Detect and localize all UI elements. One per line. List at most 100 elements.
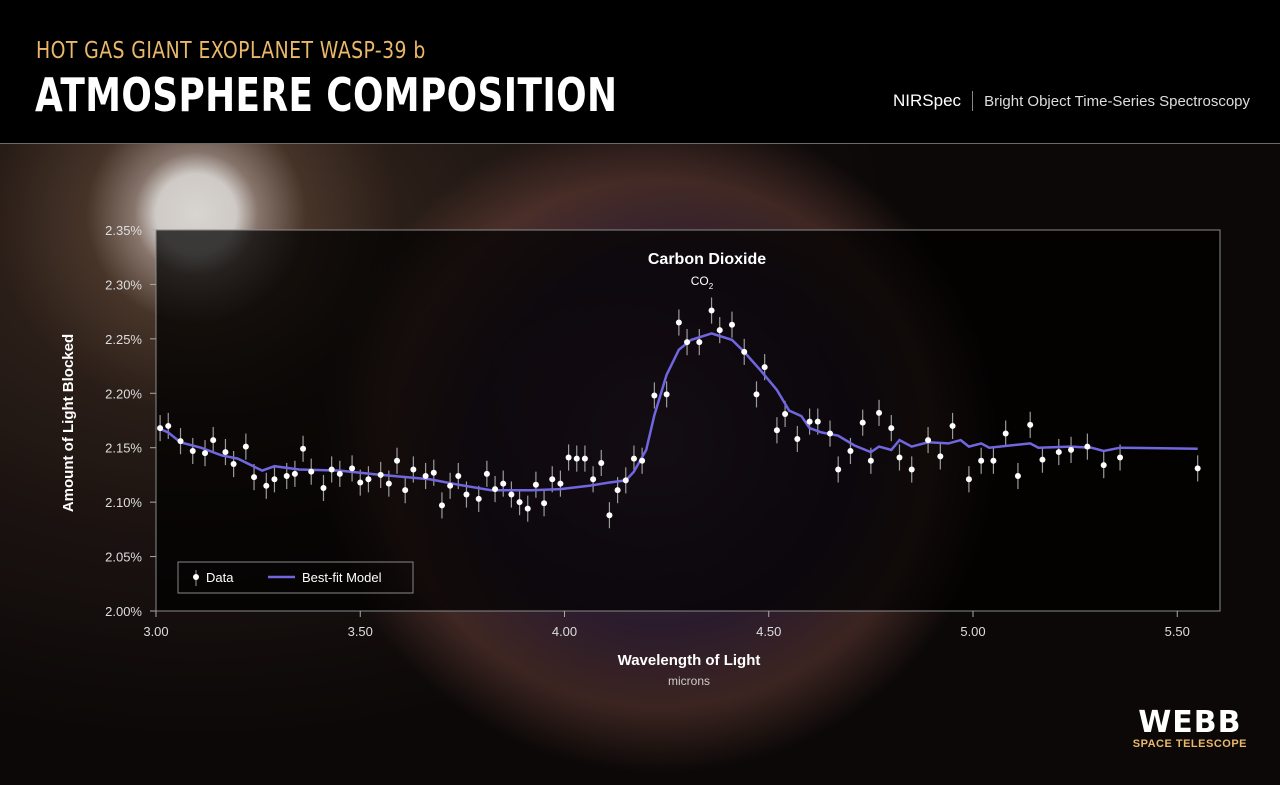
plot-area (155, 229, 1221, 612)
data-point (438, 502, 445, 509)
data-point (925, 437, 932, 444)
data-point (508, 491, 515, 498)
data-point (177, 438, 184, 445)
data-point (598, 459, 605, 466)
x-axis-unit: microns (668, 674, 710, 688)
subtitle: HOT GAS GIANT EXOPLANET WASP-39 b (36, 38, 426, 64)
data-point (336, 470, 343, 477)
data-point (422, 473, 429, 480)
data-point (230, 461, 237, 468)
data-point (394, 457, 401, 464)
data-point (896, 454, 903, 461)
legend-box (177, 561, 414, 594)
legend: Data Best-fit Model (177, 561, 414, 594)
data-point (447, 482, 454, 489)
divider (972, 91, 974, 111)
data-point (202, 450, 209, 457)
y-tick-label: 2.20% (105, 386, 142, 401)
data-point (888, 425, 895, 432)
data-point (965, 476, 972, 483)
data-point (328, 466, 335, 473)
data-point (516, 499, 523, 506)
legend-data-label: Data (206, 570, 234, 585)
data-point (1194, 465, 1201, 472)
data-point (524, 505, 531, 512)
data-point (663, 391, 670, 398)
x-tick-label: 3.50 (348, 624, 373, 639)
data-point (242, 443, 249, 450)
data-point (1100, 462, 1107, 469)
data-point (475, 495, 482, 502)
data-point (532, 481, 539, 488)
data-point (500, 480, 507, 487)
data-point (949, 422, 956, 429)
x-tick-label: 5.00 (960, 624, 985, 639)
data-point (581, 455, 588, 462)
data-point (492, 486, 499, 493)
data-point (210, 437, 217, 444)
legend-data-marker (193, 574, 199, 580)
data-point (876, 409, 883, 416)
data-point (590, 476, 597, 483)
data-point (1002, 430, 1009, 437)
data-point (716, 327, 723, 334)
data-point (349, 465, 356, 472)
annotation-title: Carbon Dioxide (648, 251, 766, 268)
data-point (541, 500, 548, 507)
data-point (684, 339, 691, 346)
x-axis-label: Wavelength of Light (618, 652, 761, 669)
y-tick-label: 2.35% (105, 223, 142, 238)
data-point (365, 476, 372, 483)
data-point (1039, 456, 1046, 463)
data-point (847, 447, 854, 454)
x-tick-label: 3.00 (143, 624, 168, 639)
data-point (165, 422, 172, 429)
data-point (867, 457, 874, 464)
data-point (271, 476, 278, 483)
header: HOT GAS GIANT EXOPLANET WASP-39 b ATMOSP… (0, 0, 1280, 144)
data-point (1055, 449, 1062, 456)
data-point (430, 469, 437, 476)
y-tick-label: 2.30% (105, 277, 142, 292)
x-tick-label: 5.50 (1165, 624, 1190, 639)
data-point (908, 466, 915, 473)
data-point (189, 447, 196, 454)
data-point (651, 392, 658, 399)
data-point (782, 410, 789, 417)
data-point (377, 471, 384, 478)
data-point (708, 307, 715, 314)
data-point (483, 470, 490, 477)
data-point (806, 418, 813, 425)
data-point (1117, 454, 1124, 461)
data-point (402, 487, 409, 494)
data-point (251, 474, 258, 481)
data-point (773, 427, 780, 434)
data-point (827, 430, 834, 437)
data-point (385, 480, 392, 487)
data-point (283, 473, 290, 480)
legend-model-label: Best-fit Model (302, 570, 382, 585)
data-point (557, 480, 564, 487)
data-point (630, 455, 637, 462)
data-point (614, 487, 621, 494)
data-point (300, 445, 307, 452)
webb-logo: WEBB SPACE TELESCOPE (1133, 708, 1247, 751)
data-point (291, 470, 298, 477)
data-point (157, 425, 164, 432)
data-point (1014, 473, 1021, 480)
data-point (978, 457, 985, 464)
data-point (741, 348, 748, 355)
page-title: ATMOSPHERE COMPOSITION (35, 68, 618, 122)
data-point (357, 479, 364, 486)
y-tick-label: 2.10% (105, 495, 142, 510)
data-point (835, 466, 842, 473)
x-tick-label: 4.50 (756, 624, 781, 639)
data-point (1068, 446, 1075, 453)
data-point (753, 391, 760, 398)
data-point (696, 339, 703, 346)
y-axis-label: Amount of Light Blocked (60, 334, 77, 512)
data-point (675, 319, 682, 326)
y-tick-label: 2.05% (105, 550, 142, 565)
annotation-formula: CO2 (691, 274, 714, 291)
